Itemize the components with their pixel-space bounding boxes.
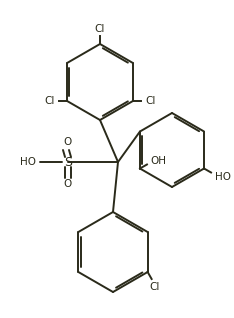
- Text: O: O: [64, 137, 72, 147]
- Text: HO: HO: [20, 157, 36, 167]
- Text: Cl: Cl: [150, 282, 160, 292]
- Text: Cl: Cl: [44, 96, 54, 106]
- Text: OH: OH: [150, 156, 166, 167]
- Text: S: S: [64, 156, 72, 169]
- Text: HO: HO: [215, 171, 231, 182]
- Text: Cl: Cl: [146, 96, 156, 106]
- Text: Cl: Cl: [95, 24, 105, 34]
- Text: O: O: [64, 179, 72, 189]
